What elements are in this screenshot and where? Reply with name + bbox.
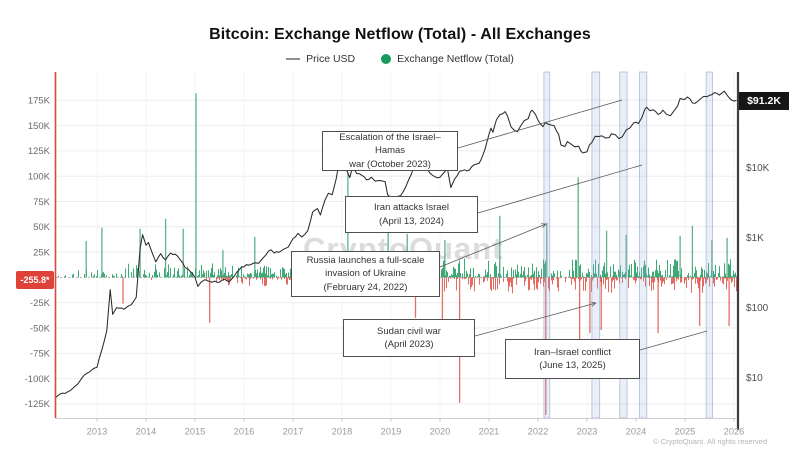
svg-text:2023: 2023 (577, 427, 598, 437)
svg-text:2014: 2014 (136, 427, 157, 437)
svg-text:2013: 2013 (87, 427, 108, 437)
svg-text:2017: 2017 (283, 427, 304, 437)
svg-text:2019: 2019 (381, 427, 402, 437)
annotation-connectors (439, 99, 708, 351)
svg-text:2024: 2024 (626, 427, 647, 437)
annotation-sudan-civil-war: Sudan civil war (April 2023) (343, 319, 475, 357)
svg-text:2018: 2018 (332, 427, 353, 437)
annotation-iran-attacks-israel: Iran attacks Israel (April 13, 2024) (345, 196, 478, 233)
annotation-line: invasion of Ukraine (325, 268, 406, 280)
annotation-iran-israel-conflict: Iran–Israel conflict (June 13, 2025) (505, 339, 640, 379)
annotation-israel-hamas-war: Escalation of the Israel–Hamas war (Octo… (322, 131, 458, 171)
annotation-line: Russia launches a full-scale (306, 254, 425, 266)
legend-item-netflow: Exchange Netflow (Total) (381, 53, 514, 65)
annotation-russia-ukraine-invasion: Russia launches a full-scale invasion of… (291, 251, 440, 297)
svg-text:2022: 2022 (528, 427, 549, 437)
svg-text:2026: 2026 (724, 427, 745, 437)
price-line-icon (286, 58, 301, 60)
svg-text:175K: 175K (28, 96, 51, 107)
svg-text:75K: 75K (33, 197, 51, 208)
left-axis-labels: 175K 150K 125K 100K 75K 50K 25K -25K -50K -75K -10… (25, 96, 51, 411)
annotation-line: Escalation of the Israel–Hamas (339, 131, 441, 157)
svg-text:2015: 2015 (185, 427, 206, 437)
svg-text:-75K: -75K (30, 349, 51, 360)
price-current-badge: $91.2K (739, 92, 789, 110)
svg-text:$100: $100 (746, 303, 769, 314)
netflow-dot-icon (381, 54, 392, 64)
svg-text:$1K: $1K (746, 233, 764, 244)
annotation-line: Sudan civil war (377, 325, 441, 337)
legend: Price USD Exchange Netflow (Total) (0, 53, 800, 65)
annotation-line: Iran–Israel conflict (533, 346, 612, 358)
annotation-line: (April 13, 2024) (379, 215, 444, 227)
copyright-notice: © CryptoQuant. All rights reserved (653, 437, 767, 446)
legend-label-netflow: Exchange Netflow (Total) (397, 53, 514, 65)
legend-label-price: Price USD (306, 53, 356, 65)
svg-text:-50K: -50K (30, 323, 51, 334)
svg-text:$10: $10 (746, 373, 763, 384)
svg-text:25K: 25K (33, 247, 51, 258)
svg-text:2021: 2021 (479, 427, 500, 437)
svg-text:-125K: -125K (25, 399, 51, 410)
annotation-line: (June 13, 2025) (539, 360, 606, 371)
svg-text:50K: 50K (33, 222, 51, 233)
svg-text:100K: 100K (28, 172, 51, 183)
price-line (54, 90, 737, 400)
x-axis-labels: 2013 2014 2015 2016 2017 2018 2019 2020 2021 2022… (87, 427, 745, 437)
axes (54, 72, 740, 430)
page-title: Bitcoin: Exchange Netflow (Total) - All … (209, 26, 591, 43)
svg-text:150K: 150K (28, 121, 51, 132)
legend-item-price: Price USD (286, 53, 355, 65)
svg-text:125K: 125K (28, 146, 51, 157)
svg-text:$10K: $10K (746, 163, 770, 174)
annotation-line: (February 24, 2022) (323, 281, 408, 293)
annotation-line: (April 2023) (384, 339, 434, 350)
svg-text:2020: 2020 (430, 427, 451, 437)
right-axis-labels: $10K $1K $100 $10 (746, 163, 770, 384)
netflow-current-badge: -255.8* (16, 271, 54, 289)
annotation-line: Iran attacks Israel (374, 202, 449, 214)
svg-text:2016: 2016 (234, 427, 255, 437)
svg-text:-25K: -25K (30, 298, 51, 309)
annotation-line: war (October 2023) (349, 158, 431, 170)
svg-text:-100K: -100K (25, 374, 51, 385)
svg-text:2025: 2025 (675, 427, 696, 437)
